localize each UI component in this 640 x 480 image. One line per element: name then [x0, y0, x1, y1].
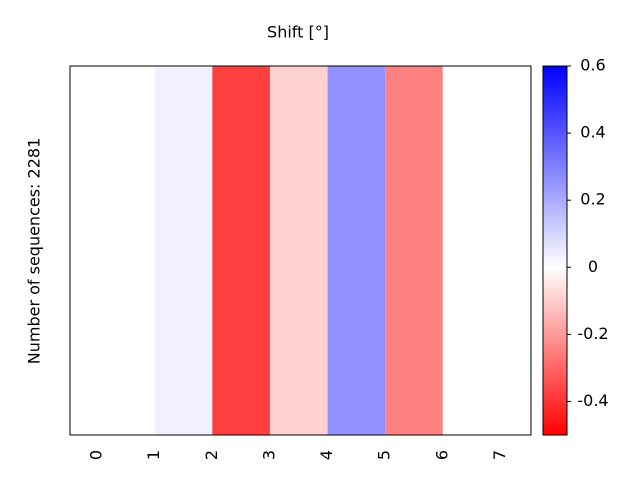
- heatmap-cell: [327, 66, 386, 435]
- heatmap-cell: [97, 66, 155, 435]
- x-tick-label: 1: [144, 450, 163, 460]
- heatmap-cell: [269, 66, 328, 435]
- colorbar-tick-label: 0.4: [580, 123, 605, 142]
- plot-frame: [69, 65, 532, 436]
- colorbar-tick-label: -0.4: [577, 391, 608, 410]
- colorbar-tick-label: 0.6: [580, 56, 605, 75]
- x-tick-label: 7: [490, 450, 509, 460]
- x-tick-label: 0: [87, 450, 106, 460]
- colorbar-tick-label: -0.2: [577, 324, 608, 343]
- heatmap-cell: [212, 66, 270, 435]
- y-axis-label: Number of sequences: 2281: [25, 138, 44, 365]
- heatmap-cell: [154, 66, 213, 435]
- colorbar-tick-label: 0: [588, 257, 598, 276]
- x-tick-label: 3: [259, 450, 278, 460]
- chart-title: Shift [°]: [267, 23, 329, 42]
- heatmap-cell: [385, 66, 443, 435]
- heatmap-cell: [442, 66, 501, 435]
- colorbar-tick-label: 0.2: [580, 190, 605, 209]
- colorbar: [542, 65, 568, 436]
- x-tick-label: 2: [202, 450, 221, 460]
- x-tick-label: 6: [432, 450, 451, 460]
- x-tick-label: 5: [375, 450, 394, 460]
- x-tick-label: 4: [317, 450, 336, 460]
